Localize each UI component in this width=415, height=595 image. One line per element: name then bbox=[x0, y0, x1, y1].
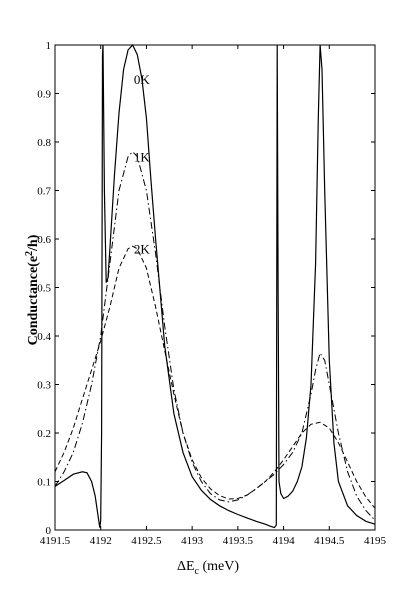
x-tick-label: 4193.5 bbox=[223, 535, 254, 547]
x-tick-label: 4195 bbox=[364, 535, 387, 547]
y-tick-label: 1 bbox=[46, 40, 52, 52]
x-axis-title-sub: c bbox=[195, 566, 200, 577]
series-line-1k bbox=[54, 150, 376, 521]
series-line-0k bbox=[54, 43, 376, 529]
y-axis-title-tail: /h) bbox=[26, 234, 41, 252]
annotations-group: 0K 1K 2K bbox=[134, 72, 151, 257]
y-tick-label: 0.5 bbox=[37, 283, 51, 295]
series-line-2k bbox=[54, 245, 376, 509]
annotation-1k: 1K bbox=[134, 149, 151, 164]
y-tick-label: 0.3 bbox=[37, 380, 51, 392]
x-tick-label: 4193 bbox=[181, 535, 204, 547]
x-axis-title: ΔEc (meV) bbox=[177, 559, 239, 577]
y-tick-label: 0.1 bbox=[37, 477, 51, 489]
x-tick-label: 4191.5 bbox=[40, 535, 71, 547]
x-axis-title-unit: (meV) bbox=[199, 559, 239, 574]
annotation-0k: 0K bbox=[134, 72, 151, 87]
y-tick-label: 0.9 bbox=[37, 89, 51, 101]
y-tick-label: 0.6 bbox=[37, 234, 51, 246]
y-tick-label: 0.7 bbox=[37, 186, 51, 198]
x-tick-label: 4192.5 bbox=[131, 535, 162, 547]
curves-group bbox=[54, 43, 376, 529]
y-axis-title-sup: 2 bbox=[24, 251, 35, 256]
y-tick-label: 0.2 bbox=[37, 428, 51, 440]
x-tick-label: 4194.5 bbox=[314, 535, 345, 547]
x-tick-label: 4194 bbox=[273, 535, 296, 547]
y-tick-label: 0.8 bbox=[37, 137, 51, 149]
plot-area: 4191.5 4192 4192.5 4193 4193.5 4194 4194.5 4195… bbox=[37, 40, 386, 547]
y-tick-label: 0 bbox=[46, 525, 52, 537]
annotation-2k: 2K bbox=[134, 242, 151, 257]
y-axis-title: Conductance(e2/h) bbox=[24, 234, 41, 345]
ticks-group: 4191.5 4192 4192.5 4193 4193.5 4194 4194.5 4195… bbox=[37, 40, 386, 547]
y-tick-label: 0.4 bbox=[37, 331, 51, 343]
x-tick-label: 4192 bbox=[90, 535, 112, 547]
